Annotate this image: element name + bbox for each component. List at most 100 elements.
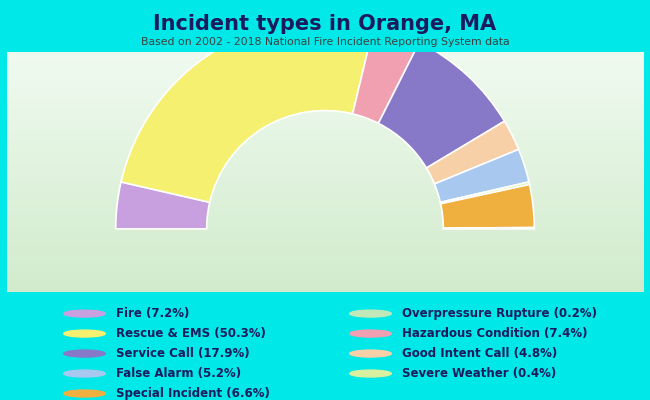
Bar <box>6 82 644 85</box>
Wedge shape <box>426 121 519 184</box>
Bar <box>6 130 644 133</box>
Bar <box>6 85 644 88</box>
Bar <box>6 67 644 70</box>
Bar <box>6 79 644 82</box>
Bar <box>6 181 644 184</box>
Bar <box>6 199 644 202</box>
Text: Special Incident (6.6%): Special Incident (6.6%) <box>116 387 270 400</box>
Bar <box>6 178 644 181</box>
Bar <box>6 124 644 127</box>
Circle shape <box>350 350 391 357</box>
Wedge shape <box>352 25 419 123</box>
Bar <box>6 52 644 55</box>
Bar <box>6 163 644 166</box>
Wedge shape <box>116 182 210 229</box>
Bar <box>6 256 644 259</box>
Bar <box>6 247 644 250</box>
Circle shape <box>64 350 105 357</box>
Wedge shape <box>378 42 504 168</box>
Bar <box>6 211 644 214</box>
Bar <box>6 118 644 121</box>
Bar <box>6 70 644 73</box>
Bar <box>6 241 644 244</box>
Bar <box>6 268 644 271</box>
Text: Rescue & EMS (50.3%): Rescue & EMS (50.3%) <box>116 327 266 340</box>
Bar <box>6 277 644 280</box>
Bar <box>6 58 644 61</box>
Bar <box>6 190 644 193</box>
Bar <box>6 208 644 211</box>
Bar <box>6 127 644 130</box>
Text: Severe Weather (0.4%): Severe Weather (0.4%) <box>402 367 556 380</box>
Bar <box>6 280 644 283</box>
Circle shape <box>64 310 105 317</box>
Bar <box>6 154 644 157</box>
Bar <box>6 214 644 217</box>
Bar <box>6 94 644 97</box>
Bar <box>6 133 644 136</box>
Bar <box>6 253 644 256</box>
Bar <box>6 151 644 154</box>
Bar <box>6 175 644 178</box>
Bar <box>6 217 644 220</box>
Bar <box>6 286 644 289</box>
Bar <box>6 148 644 151</box>
Circle shape <box>64 330 105 337</box>
Bar <box>6 232 644 235</box>
Bar <box>6 142 644 145</box>
Bar <box>6 106 644 109</box>
Bar <box>6 271 644 274</box>
Bar <box>6 202 644 205</box>
Bar <box>6 64 644 67</box>
Wedge shape <box>434 149 529 202</box>
Bar <box>6 160 644 163</box>
Bar <box>6 187 644 190</box>
Bar <box>6 226 644 229</box>
Bar <box>6 244 644 247</box>
Bar <box>6 262 644 265</box>
Wedge shape <box>121 20 374 202</box>
Circle shape <box>350 370 391 377</box>
Text: Service Call (17.9%): Service Call (17.9%) <box>116 347 250 360</box>
Text: Fire (7.2%): Fire (7.2%) <box>116 307 189 320</box>
Bar <box>6 121 644 124</box>
Bar <box>6 73 644 76</box>
Bar <box>6 97 644 100</box>
Bar <box>6 229 644 232</box>
Circle shape <box>64 390 105 397</box>
Bar <box>6 235 644 238</box>
Bar <box>6 166 644 169</box>
Bar <box>6 223 644 226</box>
Bar <box>6 172 644 175</box>
Wedge shape <box>441 184 534 228</box>
Bar <box>6 184 644 187</box>
Bar <box>6 115 644 118</box>
Bar <box>6 61 644 64</box>
Text: Incident types in Orange, MA: Incident types in Orange, MA <box>153 14 497 34</box>
Text: Hazardous Condition (7.4%): Hazardous Condition (7.4%) <box>402 327 587 340</box>
Bar <box>6 103 644 106</box>
Circle shape <box>350 330 391 337</box>
Bar <box>6 265 644 268</box>
Bar <box>6 259 644 262</box>
Text: Based on 2002 - 2018 National Fire Incident Reporting System data: Based on 2002 - 2018 National Fire Incid… <box>140 37 510 47</box>
Bar <box>6 157 644 160</box>
Text: Overpressure Rupture (0.2%): Overpressure Rupture (0.2%) <box>402 307 597 320</box>
Bar <box>6 139 644 142</box>
Wedge shape <box>440 182 530 204</box>
Bar <box>6 76 644 79</box>
Bar <box>6 274 644 277</box>
Circle shape <box>350 310 391 317</box>
Bar <box>6 238 644 241</box>
Bar <box>6 196 644 199</box>
Bar <box>6 169 644 172</box>
Wedge shape <box>443 228 534 229</box>
Bar <box>6 205 644 208</box>
Bar <box>6 55 644 58</box>
Bar <box>6 193 644 196</box>
Bar <box>6 91 644 94</box>
Text: False Alarm (5.2%): False Alarm (5.2%) <box>116 367 240 380</box>
Bar <box>6 220 644 223</box>
Bar <box>6 289 644 292</box>
Bar <box>6 283 644 286</box>
